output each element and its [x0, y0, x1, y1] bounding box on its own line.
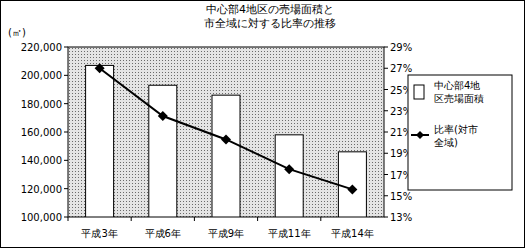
y2-tick [384, 153, 388, 154]
y2-tick [384, 47, 388, 48]
y2-tick-label: 29% [390, 42, 412, 53]
legend-label-line: 中心部4地 [434, 80, 480, 91]
plot-marks [86, 63, 367, 217]
legend-box [408, 75, 512, 190]
y2-tick [384, 132, 388, 133]
chart-border [1, 1, 525, 248]
x-tick-label: 平成6年 [145, 228, 181, 239]
marker [95, 63, 105, 73]
title-line: 中心部4地区の売場面積と [206, 3, 334, 16]
x-tick-label: 平成11年 [268, 228, 311, 239]
y-tick [64, 103, 68, 104]
legend-label-line: 比率(対市 [434, 124, 478, 135]
x-tick-label: 平成14年 [331, 228, 374, 239]
x-tick [194, 217, 195, 221]
x-tick [68, 217, 69, 221]
legend-swatch [414, 85, 424, 99]
bar [338, 152, 366, 217]
y-tick-label: 160,000 [21, 127, 62, 138]
legend-label: 比率(対市全域) [434, 124, 478, 148]
line [100, 68, 353, 189]
marker [158, 111, 168, 121]
y2-tick [384, 110, 388, 111]
x-tick-label: 平成9年 [208, 228, 244, 239]
marker [221, 134, 231, 144]
y2-tick [384, 174, 388, 175]
y-label: (㎡) [8, 27, 26, 38]
y2-tick-label: 27% [390, 63, 412, 74]
y2-tick-label: 15% [390, 191, 412, 202]
x-tick-label: 平成3年 [81, 228, 117, 239]
legend-label: 中心部4地区売場面積 [434, 80, 484, 104]
y-tick [64, 75, 68, 76]
plot-area [68, 47, 384, 217]
y-tick [64, 217, 68, 218]
marker [347, 184, 357, 194]
y-tick [64, 188, 68, 189]
marker [284, 164, 294, 174]
y2-tick-label: 13% [390, 212, 412, 223]
x-tick [131, 217, 132, 221]
y-tick-label: 200,000 [21, 70, 62, 81]
y2-tick [384, 195, 388, 196]
y2-tick [384, 89, 388, 90]
legend-marker [416, 131, 424, 139]
chart: 中心部4地区の売場面積と市全域に対する比率の推移 (㎡) 100,000 120,00… [0, 0, 525, 248]
y-tick-label: 100,000 [21, 212, 62, 223]
bar [149, 85, 177, 217]
x-tick [320, 217, 321, 221]
y-tick-label: 120,000 [21, 184, 62, 195]
bar [275, 135, 303, 217]
bar [212, 95, 240, 217]
x-tick [257, 217, 258, 221]
title: 中心部4地区の売場面積と市全域に対する比率の推移 [204, 3, 336, 30]
y-tick-label: 180,000 [21, 99, 62, 110]
title-line: 市全域に対する比率の推移 [204, 17, 336, 30]
y2-tick [384, 217, 388, 218]
y-tick [64, 132, 68, 133]
legend-label-line: 全域) [434, 137, 458, 148]
y2-tick [384, 68, 388, 69]
y-tick-label: 220,000 [21, 42, 62, 53]
y-tick-label: 140,000 [21, 155, 62, 166]
y-tick [64, 47, 68, 48]
bar [86, 65, 114, 217]
legend-label-line: 区売場面積 [434, 93, 484, 104]
y-tick [64, 160, 68, 161]
